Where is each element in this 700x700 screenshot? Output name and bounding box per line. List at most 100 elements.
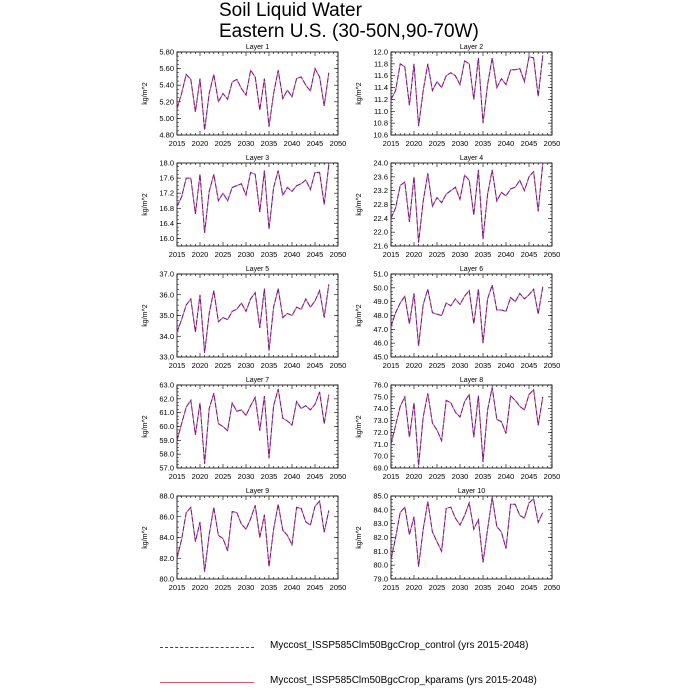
y-tick-label: 11.8 <box>374 59 388 68</box>
series-line-kparams <box>390 387 544 466</box>
y-tick-label: 69.0 <box>373 464 388 473</box>
y-tick-label: 84.0 <box>373 505 388 514</box>
x-tick-label: 2025 <box>429 583 446 592</box>
y-tick-label: 24.0 <box>373 159 388 168</box>
panel-frame <box>390 495 553 580</box>
y-axis-label: kg/m^2 <box>142 82 149 104</box>
y-tick-label: 12.0 <box>373 48 388 57</box>
x-tick-label: 2020 <box>192 472 209 481</box>
y-axis-label: kg/m^2 <box>142 193 149 215</box>
panel-title: Layer 7 <box>246 377 269 384</box>
series-line-kparams <box>390 497 544 567</box>
y-tick-label: 73.0 <box>373 416 388 425</box>
series-line-kparams <box>176 389 330 464</box>
x-tick-label: 2030 <box>238 250 255 259</box>
y-tick-label: 16.4 <box>159 219 174 228</box>
x-tick-label: 2030 <box>452 139 469 148</box>
legend-label-control: Myccost_ISSP585Clm50BgcCrop_control (yrs… <box>270 640 529 651</box>
x-tick-label: 2035 <box>261 472 278 481</box>
series-line-control <box>390 284 544 346</box>
y-tick-label: 72.0 <box>373 428 388 437</box>
panel-layer-2: Layer 2 2015 2020 2025 2030 2035 2040 2045 2050 1… <box>356 44 560 148</box>
panel-layer-1: Layer 1 2015 2020 2025 2030 2035 2040 2045 2050 4… <box>142 44 346 148</box>
y-tick-label: 57.0 <box>159 464 174 473</box>
x-tick-label: 2020 <box>406 250 423 259</box>
x-tick-label: 2045 <box>521 472 538 481</box>
x-tick-label: 2035 <box>475 583 492 592</box>
x-tick-label: 2015 <box>169 361 186 370</box>
panel-layer-3: Layer 3 2015 2020 2025 2030 2035 2040 2045 2050 1… <box>142 155 346 259</box>
y-tick-label: 80.0 <box>373 561 388 570</box>
y-tick-label: 60.0 <box>159 422 174 431</box>
y-tick-label: 34.0 <box>159 332 174 341</box>
x-tick-label: 2020 <box>192 583 209 592</box>
x-tick-label: 2035 <box>261 361 278 370</box>
x-tick-label: 2025 <box>215 250 232 259</box>
x-tick-label: 2020 <box>192 250 209 259</box>
x-tick-label: 2015 <box>169 250 186 259</box>
y-tick-label: 46.0 <box>373 339 388 348</box>
y-tick-label: 79.0 <box>373 575 388 584</box>
x-tick-label: 2030 <box>238 139 255 148</box>
series-line-kparams <box>390 162 544 243</box>
y-tick-label: 5.20 <box>159 97 174 106</box>
y-tick-label: 49.0 <box>373 297 388 306</box>
y-tick-label: 85.0 <box>373 492 388 501</box>
x-tick-label: 2045 <box>521 583 538 592</box>
y-tick-label: 70.0 <box>373 452 388 461</box>
chart-title-line1: Soil Liquid Water <box>219 0 362 21</box>
panel-title: Layer 4 <box>460 155 483 162</box>
x-tick-label: 2030 <box>452 250 469 259</box>
x-tick-label: 2025 <box>215 583 232 592</box>
x-tick-label: 2040 <box>498 139 515 148</box>
y-tick-label: 59.0 <box>159 436 174 445</box>
y-tick-label: 61.0 <box>159 408 174 417</box>
x-tick-label: 2050 <box>544 361 561 370</box>
x-tick-label: 2035 <box>261 139 278 148</box>
series-line-control <box>176 67 330 131</box>
x-tick-label: 2040 <box>284 250 301 259</box>
panel-layer-5: Layer 5 2015 2020 2025 2030 2035 2040 2045 2050 3… <box>142 266 346 370</box>
panel-frame <box>390 273 553 358</box>
legend-entry-control: Myccost_ISSP585Clm50BgcCrop_control (yrs… <box>160 638 680 658</box>
y-tick-label: 47.0 <box>373 325 388 334</box>
y-tick-label: 11.0 <box>374 107 388 116</box>
y-tick-label: 16.0 <box>159 234 174 243</box>
chart-title: Soil Liquid Water Eastern U.S. (30-50N,9… <box>219 0 479 42</box>
series-line-control <box>176 500 330 572</box>
y-tick-label: 63.0 <box>159 381 174 390</box>
x-tick-label: 2020 <box>406 139 423 148</box>
legend-swatch-kparams <box>160 682 254 683</box>
x-tick-label: 2050 <box>544 139 561 148</box>
y-tick-label: 10.6 <box>373 131 388 140</box>
x-tick-label: 2030 <box>452 361 469 370</box>
x-tick-label: 2050 <box>330 250 347 259</box>
series-line-control <box>176 284 330 353</box>
x-tick-label: 2045 <box>307 139 324 148</box>
y-tick-label: 50.0 <box>373 283 388 292</box>
x-tick-label: 2025 <box>429 472 446 481</box>
x-tick-label: 2050 <box>330 583 347 592</box>
x-tick-label: 2040 <box>498 472 515 481</box>
y-tick-label: 33.0 <box>159 353 174 362</box>
x-tick-label: 2050 <box>544 250 561 259</box>
y-axis-label: kg/m^2 <box>142 526 149 548</box>
panel-title: Layer 8 <box>460 377 483 384</box>
y-tick-label: 51.0 <box>373 270 388 279</box>
y-tick-label: 18.0 <box>159 159 174 168</box>
y-axis-label: kg/m^2 <box>356 193 363 215</box>
x-tick-label: 2045 <box>307 583 324 592</box>
x-tick-label: 2035 <box>261 250 278 259</box>
x-tick-label: 2035 <box>475 139 492 148</box>
x-tick-label: 2050 <box>544 472 561 481</box>
series-line-control <box>390 387 544 466</box>
y-axis-label: kg/m^2 <box>142 415 149 437</box>
chart-title-line2: Eastern U.S. (30-50N,90-70W) <box>219 21 479 42</box>
x-tick-label: 2050 <box>330 361 347 370</box>
y-tick-label: 22.0 <box>373 228 388 237</box>
x-tick-label: 2025 <box>429 250 446 259</box>
y-tick-label: 35.0 <box>159 311 174 320</box>
y-tick-label: 81.0 <box>373 547 388 556</box>
legend-entry-kparams: Myccost_ISSP585Clm50BgcCrop_kparams (yrs… <box>160 673 680 693</box>
y-tick-label: 22.8 <box>373 200 388 209</box>
